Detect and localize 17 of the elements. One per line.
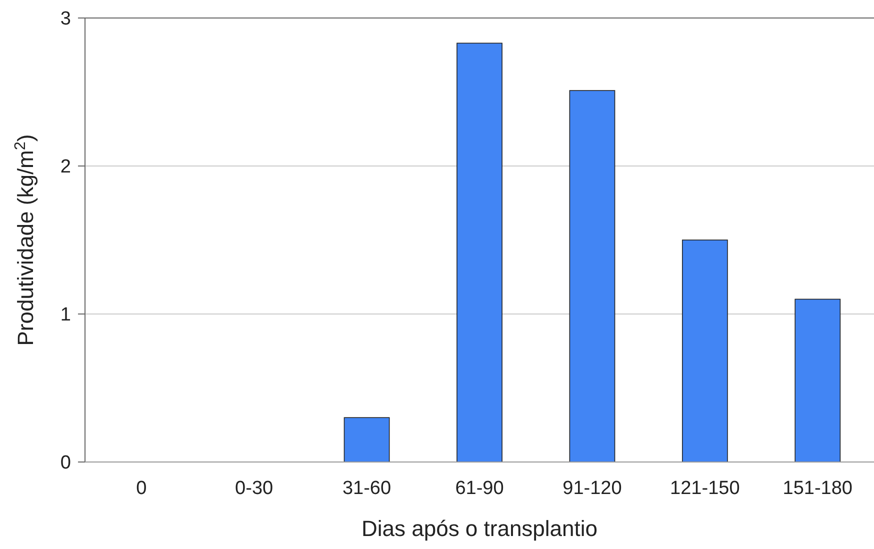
- y-tick-label: 1: [60, 304, 71, 326]
- x-tick-label: 91-120: [562, 478, 622, 499]
- y-tick-label: 2: [60, 156, 71, 178]
- x-tick-label: 121-150: [670, 478, 740, 499]
- bar: [569, 90, 616, 462]
- y-tick-label: 0: [60, 452, 71, 474]
- y-tick-label: 3: [60, 8, 71, 30]
- x-tick-label: 0: [136, 478, 147, 499]
- bar: [344, 417, 390, 462]
- x-axis-title: Dias após o transplantio: [361, 516, 598, 541]
- x-tick-label: 61-90: [455, 478, 504, 499]
- bar: [794, 298, 841, 462]
- x-tick-label: 151-180: [782, 478, 853, 499]
- x-tick-label: 31-60: [342, 478, 392, 499]
- x-tick-label: 0-30: [235, 478, 274, 499]
- bar: [456, 42, 502, 462]
- bar: [682, 240, 728, 462]
